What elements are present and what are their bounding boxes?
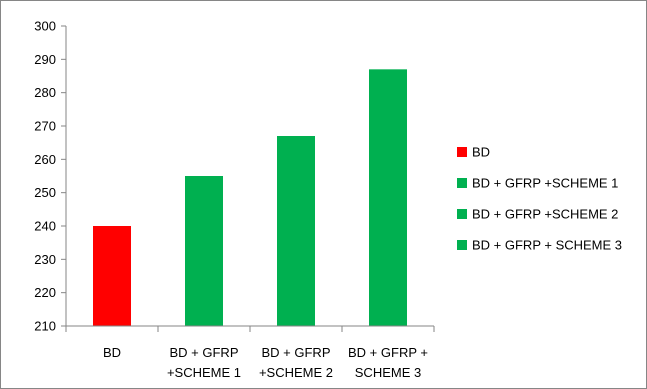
x-tick-label: BD + GFRP + xyxy=(348,345,428,360)
y-tick-label: 230 xyxy=(34,252,56,267)
bar xyxy=(185,176,223,326)
y-tick-label: 300 xyxy=(34,19,56,34)
bar xyxy=(93,226,131,326)
legend-swatch xyxy=(457,240,467,250)
y-tick-label: 270 xyxy=(34,119,56,134)
legend-label: BD xyxy=(472,145,490,160)
y-tick-label: 240 xyxy=(34,219,56,234)
legend-swatch xyxy=(457,147,467,157)
bars xyxy=(93,69,407,326)
y-tick-label: 210 xyxy=(34,319,56,334)
x-tick-label: BD + GFRP xyxy=(170,345,239,360)
x-tick-label: +SCHEME 2 xyxy=(259,365,333,380)
legend-swatch xyxy=(457,178,467,188)
y-tick-label: 290 xyxy=(34,52,56,67)
legend-swatch xyxy=(457,209,467,219)
legend-label: BD + GFRP + SCHEME 3 xyxy=(472,238,622,253)
y-tick-label: 280 xyxy=(34,85,56,100)
x-tick-label: BD xyxy=(103,345,121,360)
legend-label: BD + GFRP +SCHEME 2 xyxy=(472,207,618,222)
legend: BD BD + GFRP +SCHEME 1 BD + GFRP +SCHEME 2… xyxy=(457,145,622,253)
bar xyxy=(369,69,407,326)
y-axis: 210 220 230 240 250 260 270 280 290 300 xyxy=(34,19,67,334)
x-tick-label: +SCHEME 1 xyxy=(167,365,241,380)
y-tick-label: 220 xyxy=(34,285,56,300)
y-tick-label: 260 xyxy=(34,152,56,167)
x-axis: BD BD + GFRP +SCHEME 1 BD + GFRP +SCHEME 2 BD… xyxy=(65,325,435,380)
x-tick-label: BD + GFRP xyxy=(262,345,331,360)
x-tick-label: SCHEME 3 xyxy=(355,365,421,380)
y-tick-label: 250 xyxy=(34,185,56,200)
bar xyxy=(277,136,315,326)
legend-label: BD + GFRP +SCHEME 1 xyxy=(472,176,618,191)
